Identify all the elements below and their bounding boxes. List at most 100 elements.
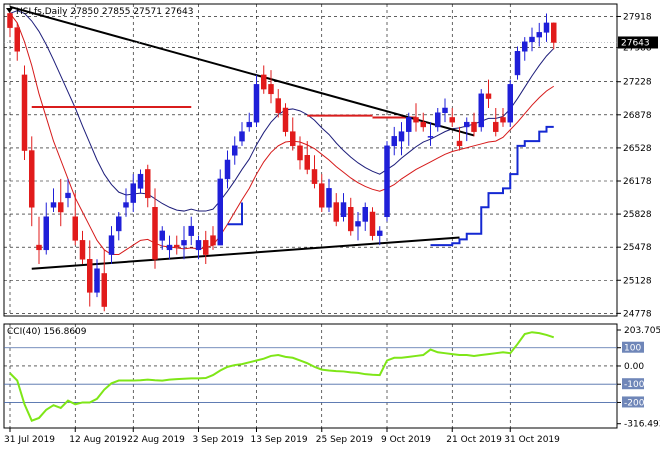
candle-body-9 [72,216,78,241]
date-tick-label: 25 Sep 2019 [316,435,373,445]
date-tick-label: 12 Aug 2019 [69,435,127,445]
current-price-label: 27643 [621,38,650,48]
candle-body-67 [493,121,499,132]
price-tick-label: 25128 [623,276,652,286]
price-tick-label: 24778 [623,309,652,319]
candle-body-38 [282,107,289,132]
candle-body-39 [290,131,296,147]
cci-level-badge-4 [622,396,644,408]
candle-body-68 [500,117,506,123]
support-trendline [31,236,460,270]
middle-band-line [9,13,555,256]
candle-body-0 [7,13,13,28]
candle-body-75 [551,22,557,43]
dropdown-triangle-icon[interactable] [6,8,13,13]
candle-body-18 [137,173,144,189]
candle-body-64 [471,121,477,132]
price-tick-label: 26178 [623,177,652,187]
cci-tick-label: 203.7054 [624,326,660,336]
candle-body-24 [181,240,187,246]
candle-body-48 [355,221,361,227]
candle-body-36 [268,84,274,95]
price-tick-label: 26528 [623,144,652,154]
candle-body-20 [152,207,158,260]
date-tick-label: 13 Sep 2019 [251,435,308,445]
candle-body-54 [398,131,405,142]
current-price-box [618,36,658,49]
candle-body-32 [239,131,245,142]
candle-body-55 [406,117,412,132]
price-tick-label: 25828 [623,210,652,220]
candle-body-58 [427,136,434,138]
candle-body-22 [166,244,173,251]
candle-body-34 [253,84,260,123]
candle-body-3 [29,150,35,208]
candle-body-17 [130,183,136,203]
candle-body-62 [456,140,463,147]
candle-body-52 [384,145,390,217]
candle-body-29 [217,178,223,246]
candle-body-40 [297,145,303,161]
candle-body-1 [14,27,20,52]
candle-body-4 [36,244,42,251]
candle-body-35 [261,74,267,90]
candle-body-14 [108,235,115,255]
candle-body-2 [21,74,28,151]
cci-line [9,331,555,422]
candle-body-15 [116,216,122,232]
candle-body-26 [195,240,202,251]
candle-body-19 [145,169,151,199]
candle-body-65 [478,93,484,128]
candle-body-7 [58,202,64,213]
cci-pane-frame [3,323,618,429]
candle-body-23 [174,244,180,248]
candle-body-31 [232,145,238,156]
date-tick-label: 22 Aug 2019 [127,435,185,445]
candle-body-74 [543,22,550,33]
candle-body-41 [304,155,310,170]
candle-body-44 [326,188,332,208]
candle-body-69 [507,84,513,123]
date-tick-label: 21 Oct 2019 [446,435,502,445]
resistance-trendline [9,5,475,137]
main-chart-header: HSI,fs,Daily 27850 27855 27571 27643 [16,7,193,17]
candle-body-21 [159,230,165,241]
candle-body-37 [275,98,281,113]
candle-body-27 [203,240,209,255]
candle-body-16 [123,202,129,208]
upper-band-line [9,10,555,212]
cci-tick-label: -100 [624,380,645,390]
date-tick-label: 9 Oct 2019 [381,435,431,445]
candle-body-45 [333,202,339,222]
candle-body-50 [369,211,376,236]
cci-tick-label: -316.4930 [624,420,660,430]
candle-body-5 [43,216,49,251]
candle-body-59 [435,112,441,128]
candle-body-56 [413,117,419,123]
candle-body-47 [348,207,354,232]
candle-body-6 [50,202,57,208]
cci-level-badge-1 [622,341,644,353]
candle-body-8 [65,192,71,199]
candle-body-33 [246,121,252,128]
candle-body-66 [485,93,492,99]
candle-body-25 [188,225,194,236]
candle-body-43 [319,183,325,208]
date-tick-label: 3 Sep 2019 [193,435,245,445]
candle-body-13 [101,273,107,307]
candle-body-46 [340,202,347,217]
cci-header: CCI(40) 156.8609 [7,327,87,337]
candle-body-42 [311,169,318,184]
candle-body-71 [522,41,528,52]
candle-body-60 [442,107,448,113]
price-tick-label: 27588 [623,44,652,54]
candle-body-30 [224,159,231,180]
candle-body-10 [79,240,86,260]
candle-body-12 [94,268,100,293]
candle-body-51 [377,230,383,236]
cci-tick-label: -200 [624,398,645,408]
date-tick-label: 31 Jul 2019 [4,435,55,445]
price-tick-label: 25478 [623,243,652,253]
date-tick-label: 31 Oct 2019 [504,435,560,445]
cci-tick-label: 0.00 [624,362,644,372]
